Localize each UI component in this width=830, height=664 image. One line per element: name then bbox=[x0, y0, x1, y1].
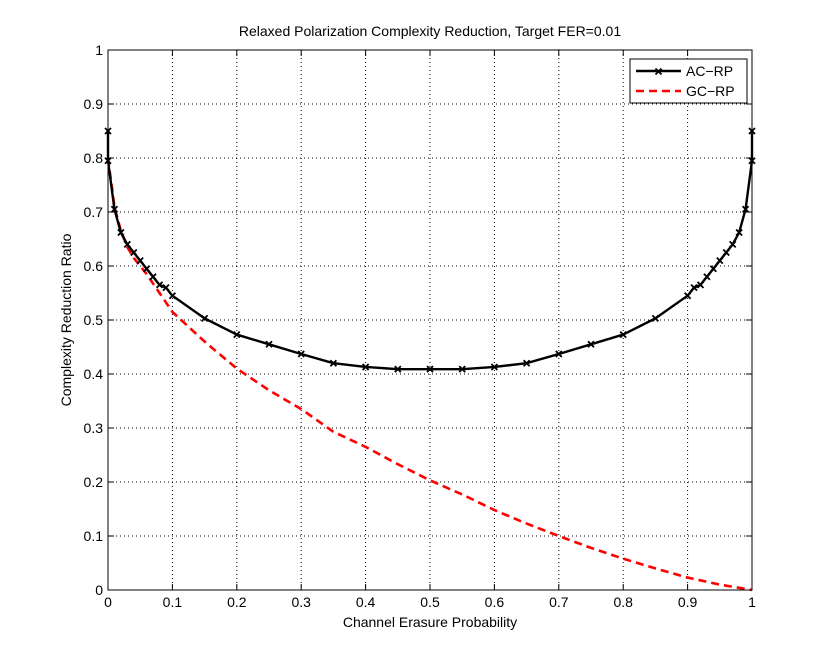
legend-label-gc-rp: GC−RP bbox=[686, 83, 735, 99]
x-tick-label: 0.5 bbox=[420, 594, 440, 610]
x-tick-label: 0.7 bbox=[549, 594, 569, 610]
data-point-ac-rp bbox=[155, 281, 164, 289]
x-tick-label: 0.6 bbox=[485, 594, 505, 610]
data-point-ac-rp bbox=[522, 359, 531, 367]
data-point-ac-rp bbox=[136, 256, 144, 265]
grid bbox=[108, 50, 752, 590]
y-tick-labels: 0 0.1 0.2 0.3 0.4 0.5 0.6 0.7 0.8 0.9 1 bbox=[84, 42, 104, 598]
y-tick-label: 0.5 bbox=[84, 312, 104, 328]
x-axis-label: Channel Erasure Probability bbox=[343, 614, 517, 630]
y-tick-label: 0.9 bbox=[84, 96, 104, 112]
data-point-ac-rp bbox=[709, 265, 717, 273]
chart-title: Relaxed Polarization Complexity Reductio… bbox=[239, 23, 621, 39]
legend-label-ac-rp: AC−RP bbox=[686, 63, 733, 79]
y-tick-label: 0.7 bbox=[84, 204, 104, 220]
data-point-ac-rp bbox=[426, 365, 434, 373]
data-point-ac-rp bbox=[297, 350, 305, 358]
data-point-ac-rp bbox=[200, 314, 209, 323]
plot-frame bbox=[107, 49, 753, 591]
data-point-ac-rp bbox=[490, 363, 499, 371]
data-point-ac-rp bbox=[123, 240, 131, 249]
series-line-gc-rp bbox=[106, 157, 753, 592]
data-point-ac-rp bbox=[361, 363, 370, 371]
y-tick-label: 0.8 bbox=[84, 150, 104, 166]
data-point-ac-rp bbox=[458, 365, 466, 373]
data-point-ac-rp bbox=[722, 248, 730, 257]
data-point-ac-rp bbox=[149, 273, 157, 281]
data-point-ac-rp bbox=[619, 330, 627, 339]
data-point-ac-rp bbox=[162, 283, 170, 292]
data-point-ac-rp bbox=[683, 292, 692, 300]
x-tick-label: 0.3 bbox=[291, 594, 311, 610]
data-point-ac-rp bbox=[329, 359, 338, 367]
data-point-ac-rp bbox=[587, 340, 595, 348]
data-point-ac-rp bbox=[741, 205, 750, 213]
data-point-ac-rp bbox=[729, 240, 737, 249]
y-tick-label: 1 bbox=[95, 42, 103, 58]
x-tick-label: 0.9 bbox=[678, 594, 698, 610]
x-tick-label: 0 bbox=[104, 594, 112, 610]
data-point-ac-rp bbox=[555, 350, 563, 358]
data-point-ac-rp bbox=[110, 205, 119, 213]
data-point-ac-rp bbox=[265, 340, 273, 348]
data-point-ac-rp bbox=[117, 228, 125, 237]
x-tick-label: 0.4 bbox=[356, 594, 376, 610]
x-tick-label: 0.8 bbox=[613, 594, 633, 610]
x-tick-label: 0.2 bbox=[227, 594, 247, 610]
data-point-ac-rp bbox=[394, 365, 402, 373]
y-tick-label: 0.3 bbox=[84, 420, 104, 436]
data-point-ac-rp bbox=[168, 292, 177, 300]
y-tick-label: 0.6 bbox=[84, 258, 104, 274]
x-tick-label: 1 bbox=[748, 594, 756, 610]
y-tick-label: 0.1 bbox=[84, 528, 104, 544]
data-point-ac-rp bbox=[696, 281, 705, 289]
y-axis-label: Complexity Reduction Ratio bbox=[58, 233, 74, 406]
x-tick-labels: 0 0.1 0.2 0.3 0.4 0.5 0.6 0.7 0.8 0.9 1 bbox=[104, 594, 756, 610]
data-point-ac-rp bbox=[703, 273, 711, 281]
data-point-ac-rp bbox=[143, 265, 151, 273]
data-point-ac-rp bbox=[130, 248, 138, 257]
y-tick-label: 0 bbox=[95, 582, 103, 598]
data-point-ac-rp bbox=[735, 228, 743, 237]
data-point-ac-rp bbox=[716, 256, 724, 265]
y-tick-label: 0.2 bbox=[84, 474, 104, 490]
legend-marker-ac-rp bbox=[654, 67, 663, 76]
legend: AC−RP GC−RP bbox=[629, 58, 748, 104]
series-layer bbox=[104, 127, 756, 592]
data-point-ac-rp bbox=[651, 314, 660, 323]
legend-box bbox=[629, 58, 748, 104]
y-tick-label: 0.4 bbox=[84, 366, 104, 382]
data-point-ac-rp bbox=[233, 330, 241, 339]
x-tick-label: 0.1 bbox=[163, 594, 183, 610]
data-point-ac-rp bbox=[690, 283, 698, 292]
